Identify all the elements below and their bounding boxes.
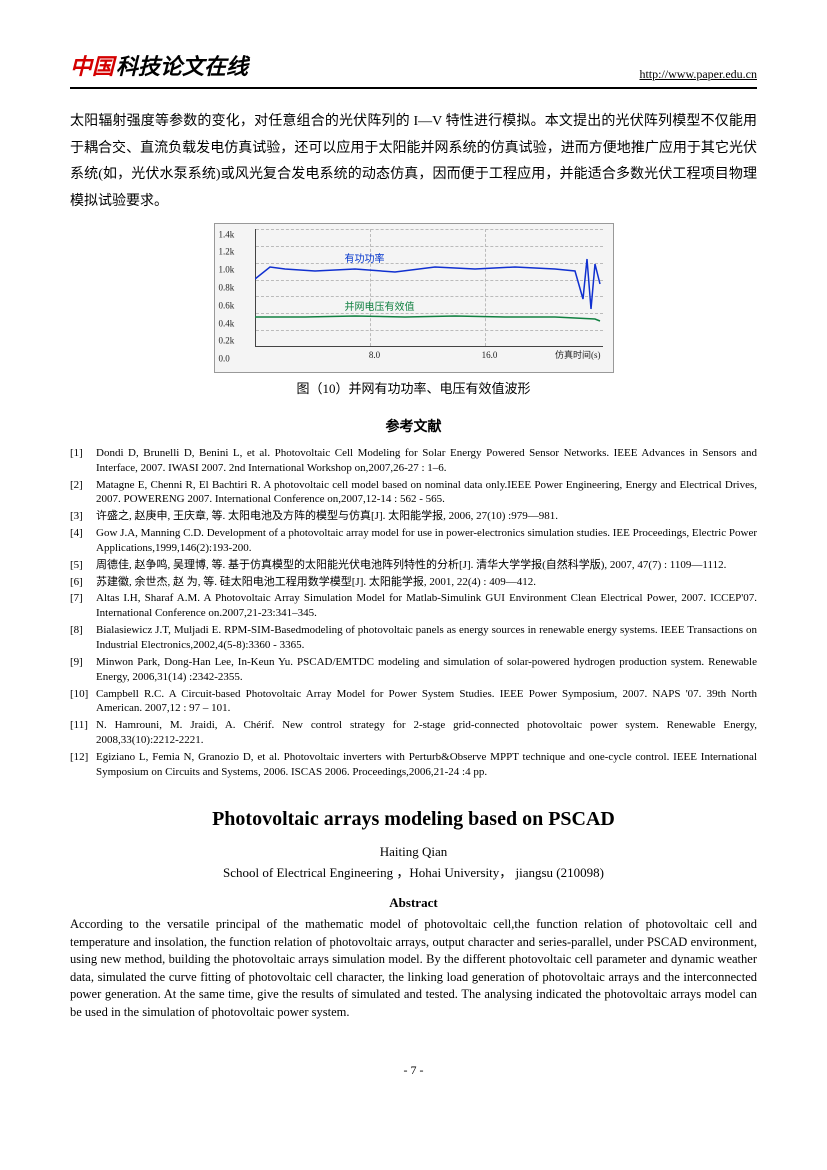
reference-text: N. Hamrouni, M. Jraidi, A. Chérif. New c…: [96, 718, 757, 748]
reference-text: Matagne E, Chenni R, El Bachtiri R. A ph…: [96, 478, 757, 508]
reference-text: 周德佳, 赵争鸣, 吴理博, 等. 基于仿真模型的太阳能光伏电池阵列特性的分析[…: [96, 558, 757, 573]
author-affiliation: School of Electrical Engineering ，Hohai …: [70, 863, 757, 883]
x-axis-title: 仿真时间(s): [555, 349, 601, 363]
ytick: 0.4k: [219, 317, 235, 331]
chart-lines: [255, 229, 605, 349]
figure-10-chart: 1.4k 1.2k 1.0k 0.8k 0.6k 0.4k 0.2k 0.0 8…: [214, 223, 614, 373]
reference-number: [3]: [70, 509, 96, 524]
reference-number: [1]: [70, 446, 96, 476]
reference-item: [7]Altas I.H, Sharaf A.M. A Photovoltaic…: [70, 591, 757, 621]
logo-text-red: 中国: [70, 50, 114, 83]
ytick: 0.2k: [219, 335, 235, 349]
references-title: 参考文献: [70, 417, 757, 438]
reference-number: [11]: [70, 718, 96, 748]
ytick: 0.6k: [219, 299, 235, 313]
ytick: 1.0k: [219, 264, 235, 278]
page-number: - 7 -: [70, 1061, 757, 1079]
ytick: 0.0: [219, 352, 230, 366]
reference-text: 苏建徽, 余世杰, 赵 为, 等. 硅太阳电池工程用数学模型[J]. 太阳能学报…: [96, 575, 757, 590]
reference-item: [12]Egiziano L, Femia N, Granozio D, et …: [70, 750, 757, 780]
reference-number: [2]: [70, 478, 96, 508]
ytick: 0.8k: [219, 281, 235, 295]
reference-text: Altas I.H, Sharaf A.M. A Photovoltaic Ar…: [96, 591, 757, 621]
references-list: [1]Dondi D, Brunelli D, Benini L, et al.…: [70, 446, 757, 780]
abstract-text: According to the versatile principal of …: [70, 916, 757, 1021]
reference-item: [6]苏建徽, 余世杰, 赵 为, 等. 硅太阳电池工程用数学模型[J]. 太阳…: [70, 575, 757, 590]
reference-text: Dondi D, Brunelli D, Benini L, et al. Ph…: [96, 446, 757, 476]
reference-number: [4]: [70, 526, 96, 556]
english-title: Photovoltaic arrays modeling based on PS…: [70, 804, 757, 834]
author-name: Haiting Qian: [70, 842, 757, 862]
chart-area: 1.4k 1.2k 1.0k 0.8k 0.6k 0.4k 0.2k 0.0 8…: [214, 223, 614, 373]
reference-item: [1]Dondi D, Brunelli D, Benini L, et al.…: [70, 446, 757, 476]
ytick: 1.4k: [219, 228, 235, 242]
site-logo: 中国 科技论文在线: [70, 50, 248, 83]
figure-caption: 图（10）并网有功功率、电压有效值波形: [70, 379, 757, 399]
reference-text: Gow J.A, Manning C.D. Development of a p…: [96, 526, 757, 556]
reference-number: [12]: [70, 750, 96, 780]
reference-number: [10]: [70, 687, 96, 717]
reference-number: [8]: [70, 623, 96, 653]
reference-number: [7]: [70, 591, 96, 621]
reference-item: [10]Campbell R.C. A Circuit-based Photov…: [70, 687, 757, 717]
page-header: 中国 科技论文在线 http://www.paper.edu.cn: [70, 50, 757, 89]
xtick: 8.0: [369, 349, 380, 363]
reference-item: [2]Matagne E, Chenni R, El Bachtiri R. A…: [70, 478, 757, 508]
reference-number: [5]: [70, 558, 96, 573]
xtick: 16.0: [482, 349, 498, 363]
reference-item: [11]N. Hamrouni, M. Jraidi, A. Chérif. N…: [70, 718, 757, 748]
reference-item: [4]Gow J.A, Manning C.D. Development of …: [70, 526, 757, 556]
reference-item: [5]周德佳, 赵争鸣, 吴理博, 等. 基于仿真模型的太阳能光伏电池阵列特性的…: [70, 558, 757, 573]
reference-text: 许盛之, 赵庚申, 王庆章, 等. 太阳电池及方阵的模型与仿真[J]. 太阳能学…: [96, 509, 757, 524]
reference-text: Egiziano L, Femia N, Granozio D, et al. …: [96, 750, 757, 780]
logo-text-black: 科技论文在线: [116, 50, 248, 83]
reference-text: Campbell R.C. A Circuit-based Photovolta…: [96, 687, 757, 717]
reference-text: Bialasiewicz J.T, Muljadi E. RPM-SIM-Bas…: [96, 623, 757, 653]
reference-text: Minwon Park, Dong-Han Lee, In-Keun Yu. P…: [96, 655, 757, 685]
ytick: 1.2k: [219, 246, 235, 260]
reference-number: [9]: [70, 655, 96, 685]
site-url-link[interactable]: http://www.paper.edu.cn: [639, 65, 757, 83]
reference-item: [8]Bialasiewicz J.T, Muljadi E. RPM-SIM-…: [70, 623, 757, 653]
reference-item: [3]许盛之, 赵庚申, 王庆章, 等. 太阳电池及方阵的模型与仿真[J]. 太…: [70, 509, 757, 524]
reference-item: [9]Minwon Park, Dong-Han Lee, In-Keun Yu…: [70, 655, 757, 685]
body-paragraph: 太阳辐射强度等参数的变化，对任意组合的光伏阵列的 I—V 特性进行模拟。本文提出…: [70, 109, 757, 215]
abstract-label: Abstract: [70, 893, 757, 913]
reference-number: [6]: [70, 575, 96, 590]
